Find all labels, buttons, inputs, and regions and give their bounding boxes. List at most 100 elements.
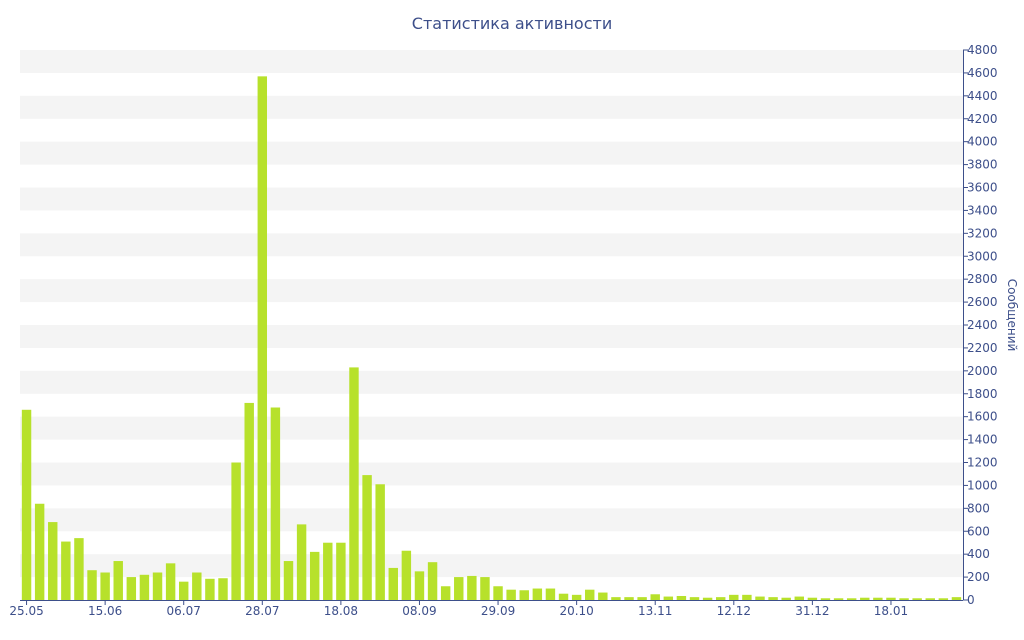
bar <box>179 581 189 600</box>
bar <box>781 597 791 600</box>
y-tick-label: 2600 <box>967 295 998 309</box>
bar <box>715 597 726 600</box>
grid-band <box>20 279 963 303</box>
bar <box>414 571 425 600</box>
y-tick-label: 4600 <box>967 66 998 80</box>
y-axis: 0 200 400 600 800 1000 1200 1400 1600 1800 2000 220… <box>963 43 998 607</box>
y-tick-label: 1800 <box>967 387 998 401</box>
bar <box>794 596 804 600</box>
grid-band <box>20 554 963 578</box>
y-tick-label: 2400 <box>967 318 998 332</box>
y-tick-label: 4400 <box>967 89 998 103</box>
bar <box>873 597 883 600</box>
bar <box>401 550 412 600</box>
bar <box>506 589 516 600</box>
bar <box>467 575 477 600</box>
y-tick-label: 2000 <box>967 364 998 378</box>
y-tick-label: 1200 <box>967 456 998 470</box>
bar <box>768 597 778 600</box>
bar <box>100 572 110 600</box>
bar <box>309 551 320 601</box>
bar <box>349 367 359 600</box>
x-tick-label: 20.10 <box>559 604 593 618</box>
bar <box>34 503 45 600</box>
bar <box>493 586 503 600</box>
bar <box>886 597 896 600</box>
bar <box>362 475 372 600</box>
bar <box>231 462 241 600</box>
bar <box>440 586 451 600</box>
bar <box>676 595 687 600</box>
y-axis-title: Сообщений <box>1005 279 1019 352</box>
y-tick-label: 600 <box>967 524 990 538</box>
x-tick-label: 06.07 <box>167 604 201 618</box>
bar <box>532 588 543 600</box>
bar <box>912 598 922 600</box>
y-tick-label: 4800 <box>967 43 998 57</box>
bar <box>938 598 949 600</box>
bar <box>270 407 281 600</box>
bar <box>899 598 909 600</box>
bar <box>650 594 660 600</box>
bar <box>807 597 818 600</box>
grid-band <box>20 325 963 348</box>
bar <box>860 597 870 600</box>
grid-band <box>20 50 963 73</box>
bar <box>598 592 608 600</box>
bar <box>571 594 582 600</box>
bar <box>545 588 556 600</box>
bar <box>480 577 490 600</box>
x-tick-label: 13.11 <box>638 604 672 618</box>
bar <box>729 594 739 600</box>
x-tick-label: 18.01 <box>874 604 908 618</box>
bar <box>585 589 595 600</box>
bar <box>454 577 464 600</box>
bar <box>74 538 84 601</box>
bar <box>165 563 176 600</box>
x-tick-label: 28.07 <box>245 604 279 618</box>
bar <box>113 561 123 600</box>
y-tick-label: 0 <box>967 593 975 607</box>
x-axis: 25.05 15.06 06.07 28.07 18.08 08.09 29.09 20.10… <box>9 600 963 618</box>
y-tick-label: 3000 <box>967 249 998 263</box>
bar <box>152 572 163 600</box>
bar <box>846 598 857 600</box>
bar <box>663 596 674 600</box>
x-tick-label: 25.05 <box>9 604 43 618</box>
bar <box>689 597 700 600</box>
bar <box>87 570 97 600</box>
bar <box>283 561 294 600</box>
x-tick-label: 29.09 <box>481 604 515 618</box>
y-tick-label: 3400 <box>967 203 998 217</box>
y-tick-label: 400 <box>967 547 990 561</box>
bar <box>637 597 647 600</box>
bar <box>218 578 228 600</box>
bar <box>755 596 765 600</box>
bar <box>244 402 254 600</box>
bar <box>323 542 333 600</box>
bar <box>702 597 713 600</box>
bar <box>336 542 346 600</box>
grid-band <box>20 370 963 394</box>
bar <box>820 598 831 600</box>
bar <box>951 597 962 600</box>
x-tick-label: 08.09 <box>402 604 436 618</box>
grid-band <box>20 95 963 119</box>
bar <box>296 524 307 601</box>
bar <box>257 76 268 601</box>
bar <box>833 598 844 600</box>
grid-band <box>20 416 963 440</box>
chart-title: Статистика активности <box>411 14 613 33</box>
bar <box>925 598 935 600</box>
bar <box>519 590 529 600</box>
grid-bands <box>20 50 963 578</box>
x-tick-label: 15.06 <box>88 604 122 618</box>
x-tick-label: 18.08 <box>324 604 358 618</box>
grid-band <box>20 141 963 165</box>
bar <box>388 567 398 600</box>
bar <box>126 577 137 600</box>
bar <box>624 597 634 600</box>
y-tick-label: 3800 <box>967 158 998 172</box>
y-tick-label: 200 <box>967 570 990 584</box>
